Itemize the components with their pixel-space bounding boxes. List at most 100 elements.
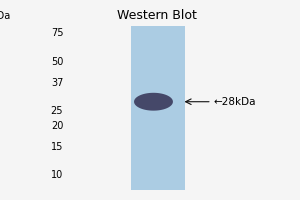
Bar (131, 167, 185, 168)
Bar (131, 110, 185, 111)
Bar (131, 175, 185, 176)
Bar (131, 44, 185, 45)
Bar (131, 104, 185, 105)
Bar (131, 123, 185, 124)
Bar (131, 151, 185, 152)
Bar (131, 120, 185, 121)
Bar (131, 133, 185, 134)
Bar (131, 146, 185, 147)
Bar (131, 156, 185, 157)
Bar (131, 155, 185, 156)
Bar (131, 91, 185, 92)
Bar (131, 135, 185, 136)
Bar (131, 174, 185, 175)
Bar (131, 170, 185, 171)
Bar (131, 86, 185, 87)
Bar (131, 96, 185, 97)
Bar (131, 75, 185, 76)
Bar (131, 143, 185, 144)
Bar (131, 88, 185, 89)
Bar (131, 67, 185, 68)
Bar (131, 177, 185, 178)
Bar (131, 184, 185, 185)
Bar (131, 148, 185, 149)
Bar (131, 109, 185, 110)
Bar (131, 189, 185, 190)
Bar (131, 138, 185, 139)
Bar (131, 182, 185, 183)
Bar (131, 124, 185, 125)
Bar (131, 128, 185, 129)
Bar (131, 162, 185, 163)
Bar (131, 30, 185, 31)
Bar (131, 93, 185, 94)
Bar (131, 87, 185, 88)
Bar (131, 29, 185, 30)
Bar (131, 94, 185, 95)
Bar (131, 107, 185, 108)
Bar (131, 100, 185, 101)
Bar (131, 73, 185, 74)
Bar (131, 122, 185, 123)
Bar (131, 161, 185, 162)
Bar (131, 69, 185, 70)
Polygon shape (134, 93, 173, 111)
Bar (131, 70, 185, 71)
Bar (131, 84, 185, 85)
Bar (131, 35, 185, 36)
Bar (131, 132, 185, 133)
Bar (131, 112, 185, 113)
Bar (131, 145, 185, 146)
Bar (131, 78, 185, 79)
Bar (131, 48, 185, 49)
Bar (131, 31, 185, 32)
Bar (131, 49, 185, 50)
Bar (131, 43, 185, 44)
Bar (131, 34, 185, 35)
Bar (131, 50, 185, 51)
Bar (131, 103, 185, 104)
Bar (131, 131, 185, 132)
Bar (131, 178, 185, 179)
Bar (131, 89, 185, 90)
Bar (131, 32, 185, 33)
Bar (131, 116, 185, 117)
Bar (131, 46, 185, 47)
Bar (131, 76, 185, 77)
Bar (131, 105, 185, 106)
Bar (131, 171, 185, 172)
Bar (131, 72, 185, 73)
Bar (131, 95, 185, 96)
Bar (131, 27, 185, 28)
Bar (131, 176, 185, 177)
Bar (131, 38, 185, 39)
Bar (131, 186, 185, 187)
Bar (131, 90, 185, 91)
Bar (131, 102, 185, 103)
Bar (131, 188, 185, 189)
Bar (131, 113, 185, 114)
Bar (131, 77, 185, 78)
Bar (131, 141, 185, 142)
Bar (131, 119, 185, 120)
Bar (131, 153, 185, 154)
Bar (131, 160, 185, 161)
Bar (131, 108, 185, 109)
Bar (131, 172, 185, 173)
Bar (131, 183, 185, 184)
Bar (131, 165, 185, 166)
Bar (131, 136, 185, 137)
Bar (131, 111, 185, 112)
Bar (131, 55, 185, 56)
Bar (131, 98, 185, 99)
Bar (131, 126, 185, 127)
Bar (131, 58, 185, 59)
Bar (131, 37, 185, 38)
Bar (131, 60, 185, 61)
Bar (131, 61, 185, 62)
Bar (131, 28, 185, 29)
Bar (131, 125, 185, 126)
Bar (131, 129, 185, 130)
Bar (131, 74, 185, 75)
Bar (131, 54, 185, 55)
